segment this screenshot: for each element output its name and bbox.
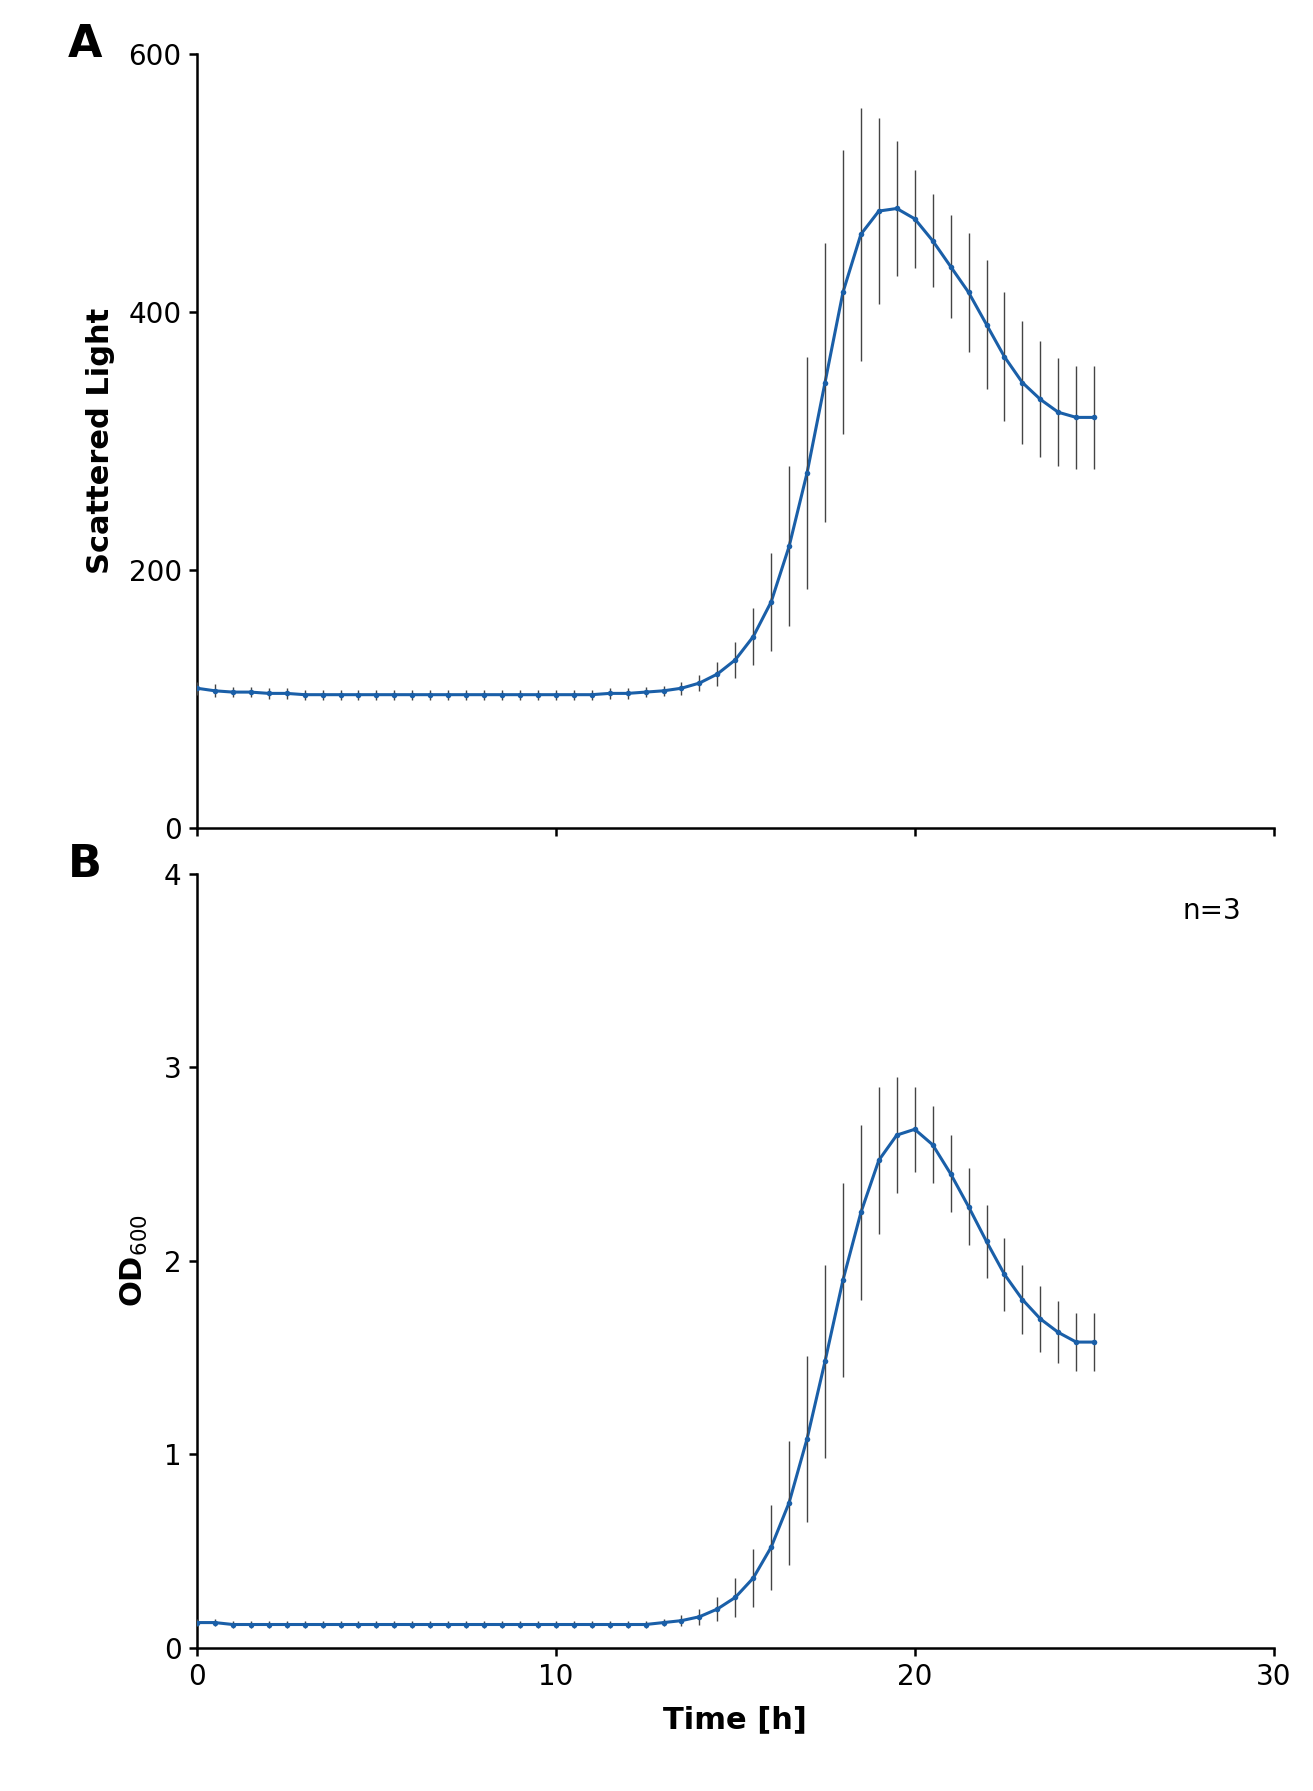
Text: B: B <box>68 844 101 887</box>
Y-axis label: OD$_{600}$: OD$_{600}$ <box>119 1214 150 1307</box>
Text: A: A <box>68 23 102 66</box>
Text: n=3: n=3 <box>1183 897 1241 926</box>
Y-axis label: Scattered Light: Scattered Light <box>85 308 114 573</box>
X-axis label: Time [h]: Time [h] <box>663 1705 807 1734</box>
